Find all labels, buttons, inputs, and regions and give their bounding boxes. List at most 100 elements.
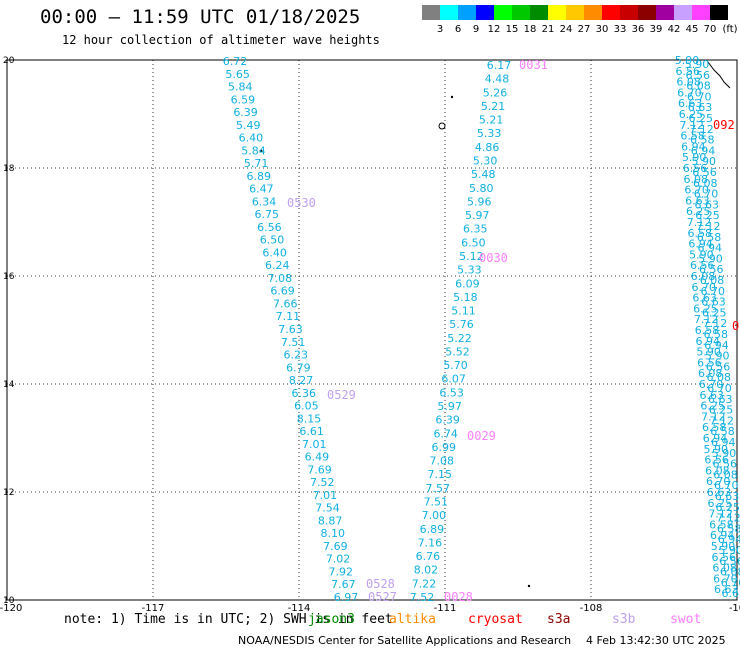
left-track-value: 7.01 — [302, 438, 327, 451]
left-track-value: 7.54 — [315, 502, 340, 515]
far-right-track-value: 7.12 — [716, 512, 740, 525]
satellite-jason3: jason3 — [308, 612, 355, 627]
far-right-track-value: 6.63 — [685, 194, 710, 207]
far-right-track-value: 7.12 — [689, 123, 714, 136]
left-track-value: 6.97 — [334, 591, 359, 604]
right-track-value: 5.30 — [473, 154, 498, 167]
legend-swatch — [674, 5, 692, 20]
generated-timestamp: 4 Feb 13:42:30 UTC 2025 — [586, 634, 726, 647]
legend-label: 70 — [704, 24, 717, 35]
far-right-track-value: 6.08 — [712, 562, 737, 575]
far-right-track-value: 6.56 — [683, 162, 708, 175]
far-right-track-value: 5.90 — [711, 540, 736, 553]
pass-time-label: 092 — [713, 118, 735, 132]
credit-line: NOAA/NESDIS Center for Satellite Applica… — [238, 634, 572, 647]
left-track-value: 6.40 — [239, 132, 264, 145]
far-right-track-value: 6.63 — [700, 389, 725, 402]
far-right-track-value: 6.94 — [688, 238, 713, 251]
far-right-track-value: 7.12 — [694, 313, 719, 326]
right-track-value: 7.15 — [428, 468, 453, 481]
legend-label: 21 — [542, 24, 555, 35]
left-track-value: 8.87 — [318, 514, 343, 527]
pass-time-label: 0530 — [287, 196, 316, 210]
left-track-value: 7.01 — [313, 489, 338, 502]
right-track-value: 4.86 — [475, 141, 500, 154]
satellite-key: jason3 altika cryosat s3a s3b swot — [0, 612, 740, 632]
far-right-track-value: 6.63 — [688, 101, 713, 114]
pass-time-label: 0029 — [467, 429, 496, 443]
left-track-value: 5.71 — [244, 157, 269, 170]
x-tick-label: -117 — [142, 603, 165, 612]
legend-label: 24 — [560, 24, 573, 35]
pass-time-label: 0 — [732, 319, 739, 333]
map-frame — [6, 59, 738, 601]
right-track-value: 5.76 — [449, 318, 474, 331]
x-tick-label: -111 — [434, 603, 457, 612]
far-right-track-value: 6.70 — [707, 382, 732, 395]
left-track-value: 6.56 — [257, 221, 282, 234]
far-right-track-value: 6.25 — [693, 302, 718, 315]
far-right-track-value: 6.63 — [707, 486, 732, 499]
right-track-value: 5.11 — [451, 305, 476, 318]
x-tick-label: -114 — [288, 603, 311, 612]
pass-time-label: 0031 — [519, 58, 548, 72]
legend-swatch — [512, 5, 530, 20]
far-right-track-value: 6.94 — [691, 144, 716, 157]
pass-time-label: 0528 — [366, 577, 395, 591]
legend-swatch — [620, 5, 638, 20]
left-track-value: 5.49 — [236, 119, 261, 132]
left-track-value: 6.36 — [291, 387, 316, 400]
legend-swatch — [494, 5, 512, 20]
legend-swatch — [638, 5, 656, 20]
far-right-track-value: 6.56 — [719, 555, 740, 568]
right-track-value: 6.35 — [463, 223, 488, 236]
far-right-track-value: 6.25 — [695, 209, 720, 222]
far-right-track-value: 7.12 — [710, 414, 735, 427]
coastline — [707, 61, 731, 89]
page-subtitle: 12 hour collection of altimeter wave hei… — [62, 33, 380, 47]
left-track-value: 6.69 — [270, 285, 295, 298]
far-right-track-value: 6.08 — [705, 464, 730, 477]
far-right-track-value: 6.25 — [700, 400, 725, 413]
far-right-track-value: 6.63 — [695, 198, 720, 211]
satellite-s3a: s3a — [547, 612, 571, 627]
left-track-value: 6.59 — [231, 93, 256, 106]
left-track-value: 6.50 — [260, 234, 285, 247]
far-right-track-value: 6.58 — [717, 522, 740, 535]
far-right-track-value: 6.58 — [680, 130, 705, 143]
left-track-value: 6.75 — [254, 208, 279, 221]
far-right-track-value: 7.12 — [680, 119, 705, 132]
legend-swatch — [476, 5, 494, 20]
legend-swatch — [422, 5, 440, 20]
legend-label: 42 — [668, 24, 681, 35]
far-right-track-value: 7.12 — [703, 317, 728, 330]
far-right-track-value: 6.94 — [703, 432, 728, 445]
right-track-value: 7.52 — [410, 591, 435, 604]
far-right-track-value: 6.94 — [681, 140, 706, 153]
far-right-track-value: 6.63 — [708, 393, 733, 406]
legend-label: 18 — [524, 24, 537, 35]
far-right-track-value: 6.08 — [700, 274, 725, 287]
left-track-value: 6.34 — [252, 195, 277, 208]
far-right-track-value: 6.70 — [699, 378, 724, 391]
far-right-track-value: 5.90 — [705, 350, 730, 363]
right-track-value: 6.89 — [420, 523, 445, 536]
far-right-track-value: 6.56 — [697, 356, 722, 369]
far-right-track-value: 5.90 — [712, 447, 737, 460]
wave-height-map: -120-117-114-111-108-102018161412106.725… — [0, 54, 740, 612]
far-right-track-value: 5.90 — [682, 151, 707, 164]
far-right-track-value: 6.08 — [693, 177, 718, 190]
legend-label: (ft) — [722, 24, 737, 35]
left-track-value: 7.69 — [323, 540, 348, 553]
legend-swatch — [656, 5, 674, 20]
far-right-track-value: 5.90 — [704, 443, 729, 456]
right-track-value: 5.52 — [445, 345, 470, 358]
far-right-track-value: 6.08 — [720, 566, 740, 579]
far-right-track-value: 6.63 — [692, 292, 717, 305]
far-right-track-value: 6.08 — [707, 371, 732, 384]
y-tick-label: 18 — [3, 164, 15, 174]
left-track-value: 6.72 — [223, 55, 248, 68]
far-right-track-value: 6.08 — [686, 80, 711, 93]
left-track-value: 7.02 — [326, 553, 351, 566]
far-right-track-value: 6.56 — [704, 454, 729, 467]
